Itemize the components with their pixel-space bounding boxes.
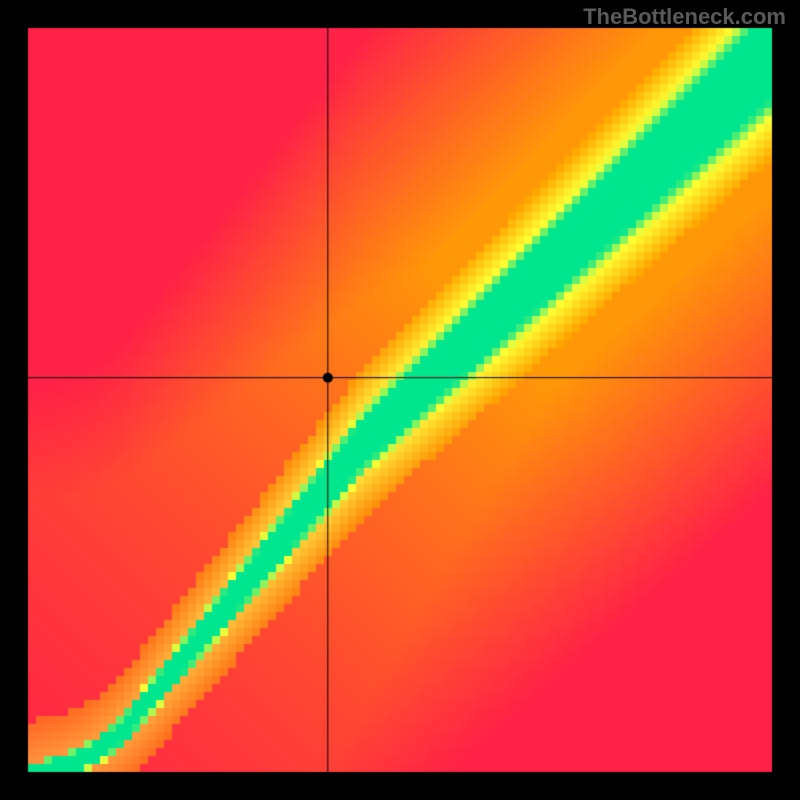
watermark-text: TheBottleneck.com xyxy=(583,4,786,30)
heatmap-canvas xyxy=(0,0,800,800)
chart-container: TheBottleneck.com xyxy=(0,0,800,800)
